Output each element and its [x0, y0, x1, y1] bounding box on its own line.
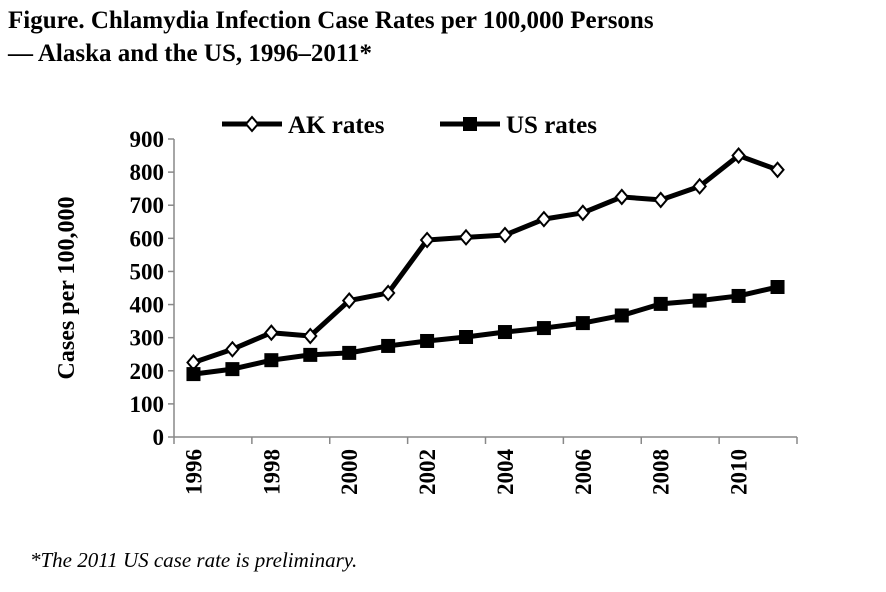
data-point-ak: [458, 228, 474, 246]
data-point-ak: [770, 161, 785, 179]
data-point-ak: [341, 292, 357, 310]
data-point-ak: [731, 147, 746, 165]
y-axis-label: Cases per 100,000: [54, 197, 80, 380]
data-point-us: [692, 293, 707, 308]
data-point-us: [186, 367, 201, 382]
data-point-ak: [536, 210, 552, 228]
x-tick-label: 2010: [727, 449, 752, 495]
legend-us-marker: [463, 117, 477, 131]
data-point-us: [381, 338, 396, 353]
footnote: *The 2011 US case rate is preliminary.: [30, 548, 358, 572]
x-tick-label: 1996: [181, 449, 206, 495]
legend-ak-marker: [244, 115, 260, 133]
y-tick-label: 800: [130, 160, 165, 185]
data-point-us: [536, 321, 551, 336]
title-line-1: Figure. Chlamydia Infection Case Rates p…: [8, 7, 654, 34]
data-point-ak: [302, 327, 318, 345]
data-point-us: [342, 345, 357, 360]
x-tick-label: 2004: [493, 449, 518, 496]
x-tick-label: 2008: [649, 449, 674, 495]
data-point-us: [459, 330, 474, 345]
data-point-ak: [225, 340, 240, 358]
y-tick-label: 0: [153, 425, 165, 450]
data-point-us: [731, 288, 746, 303]
title-line-2: — Alaska and the US, 1996–2011*: [8, 40, 372, 67]
legend-ak-label: AK rates: [288, 112, 385, 139]
data-point-us: [614, 308, 629, 323]
data-point-ak: [264, 324, 279, 342]
x-tick-label: 1998: [259, 449, 284, 495]
series-line-us: [193, 284, 779, 377]
data-point-us: [303, 347, 318, 362]
series-line-ak: [192, 153, 779, 365]
chart-title: Figure. Chlamydia Infection Case Rates p…: [8, 4, 654, 70]
data-point-us: [575, 316, 590, 331]
data-point-ak: [575, 204, 591, 222]
x-tick-label: 2000: [337, 449, 362, 495]
y-tick-label: 700: [130, 193, 165, 218]
data-point-us: [225, 362, 240, 377]
data-point-ak: [692, 177, 707, 195]
y-tick-label: 900: [130, 127, 165, 152]
data-point-ak: [497, 226, 513, 244]
y-tick-label: 400: [130, 293, 165, 318]
data-point-us: [653, 296, 668, 311]
x-tick-label: 2006: [571, 449, 596, 495]
data-point-us: [770, 280, 785, 295]
data-point-ak: [653, 191, 669, 209]
y-tick-label: 200: [130, 359, 165, 384]
data-point-ak: [419, 231, 435, 249]
y-tick-label: 300: [130, 326, 165, 351]
data-point-ak: [614, 188, 630, 206]
y-tick-label: 100: [130, 392, 165, 417]
y-tick-label: 600: [130, 226, 165, 251]
y-tick-label: 500: [130, 259, 165, 284]
data-point-us: [497, 325, 512, 340]
x-tick-label: 2002: [415, 449, 440, 495]
legend-us-label: US rates: [506, 112, 597, 139]
data-point-ak: [380, 284, 396, 302]
data-point-us: [264, 353, 279, 368]
data-point-us: [420, 333, 435, 348]
